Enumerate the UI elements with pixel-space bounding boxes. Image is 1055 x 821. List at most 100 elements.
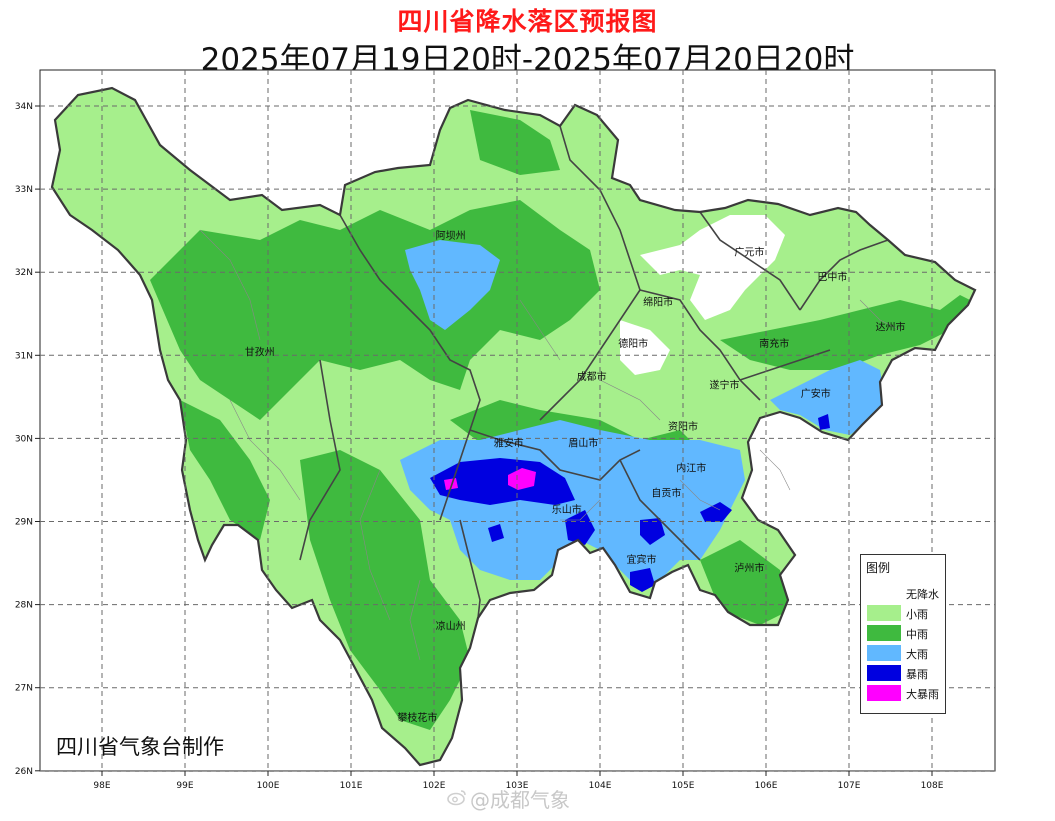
legend-label-heavy: 大雨 xyxy=(906,648,928,661)
legend-swatch-moderate xyxy=(867,625,901,641)
city-label: 攀枝花市 xyxy=(397,711,437,724)
legend-item-light: 小雨 xyxy=(865,605,943,621)
city-boundary-4 xyxy=(639,289,761,401)
city-label: 遂宁市 xyxy=(710,379,740,392)
city-boundary-8 xyxy=(619,459,701,561)
city-boundary-10 xyxy=(299,359,341,561)
lon-tick-label: 105E xyxy=(672,781,695,791)
precip-zone-14 xyxy=(640,518,665,545)
county-boundary-5 xyxy=(679,479,721,511)
city-boundary-0 xyxy=(339,214,481,431)
lat-tick-label: 30N xyxy=(15,434,33,444)
county-boundary-4 xyxy=(599,379,661,421)
county-boundary-1 xyxy=(229,399,301,501)
legend-item-heavy-rainstorm: 大暴雨 xyxy=(865,685,943,701)
precip-zone-17 xyxy=(488,524,504,542)
legend-swatch-light xyxy=(867,605,901,621)
producer-label: 四川省气象台制作 xyxy=(56,735,224,759)
legend-item-moderate: 中雨 xyxy=(865,625,943,641)
city-label: 自贡市 xyxy=(651,487,681,500)
legend-label-moderate: 中雨 xyxy=(906,628,928,641)
precip-zone-16 xyxy=(630,568,655,592)
legend-swatch-heavy xyxy=(867,645,901,661)
lat-tick-label: 32N xyxy=(15,268,33,278)
lon-tick-label: 100E xyxy=(257,781,280,791)
lat-tick-label: 27N xyxy=(15,684,33,694)
city-label: 成都市 xyxy=(577,370,607,383)
lon-tick-label: 104E xyxy=(589,781,612,791)
lat-tick-label: 31N xyxy=(15,351,33,361)
county-boundary-9 xyxy=(759,449,791,491)
lat-tick-label: 29N xyxy=(15,518,33,528)
city-label: 眉山市 xyxy=(568,437,598,450)
city-boundary-11 xyxy=(439,429,471,521)
city-label: 南充市 xyxy=(759,337,789,350)
precip-zone-18 xyxy=(818,414,830,430)
lon-tick-label: 107E xyxy=(838,781,861,791)
legend-item-rainstorm: 暴雨 xyxy=(865,665,943,681)
city-label: 凉山州 xyxy=(436,620,466,633)
city-label: 资阳市 xyxy=(668,420,698,433)
lat-lon-grid xyxy=(40,70,995,772)
precip-zone-15 xyxy=(700,502,732,522)
lat-tick-label: 26N xyxy=(15,767,33,777)
legend-label-heavy-rainstorm: 大暴雨 xyxy=(906,688,939,701)
legend-swatch-none xyxy=(867,585,901,601)
county-boundary-7 xyxy=(409,579,421,661)
lat-tick-label: 33N xyxy=(15,185,33,195)
legend-swatch-heavy-rainstorm xyxy=(867,685,901,701)
city-label: 乐山市 xyxy=(552,503,582,516)
lon-tick-label: 101E xyxy=(340,781,363,791)
lon-tick-label: 103E xyxy=(506,781,529,791)
precip-zone-8 xyxy=(620,320,670,375)
map-title: 四川省降水落区预报图 xyxy=(397,7,658,36)
precip-zone-2 xyxy=(300,450,470,730)
sichuan-province xyxy=(50,86,977,767)
city-label: 阿坝州 xyxy=(436,230,466,242)
county-boundary-0 xyxy=(199,229,261,341)
precip-zone-1 xyxy=(180,400,270,540)
city-label: 甘孜州 xyxy=(245,345,275,358)
lon-tick-label: 98E xyxy=(93,781,110,791)
legend-label-rainstorm: 暴雨 xyxy=(906,668,928,681)
city-label: 德阳市 xyxy=(618,337,648,350)
county-boundaries xyxy=(199,229,901,661)
lon-tick-label: 106E xyxy=(755,781,778,791)
city-label: 巴中市 xyxy=(817,271,847,284)
city-label: 内江市 xyxy=(676,462,706,475)
precip-zone-9 xyxy=(405,240,500,330)
city-boundaries xyxy=(299,125,889,619)
precip-zone-12 xyxy=(430,458,575,505)
lon-tick-label: 102E xyxy=(423,781,446,791)
precip-zone-7 xyxy=(640,215,785,320)
legend: 图例 无降水 小雨 中雨 大雨 暴雨 大暴雨 xyxy=(860,554,946,714)
county-boundary-3 xyxy=(519,299,561,361)
legend-title: 图例 xyxy=(866,561,891,575)
city-label: 雅安市 xyxy=(494,437,524,450)
lat-tick-label: 28N xyxy=(15,601,33,611)
city-boundary-3 xyxy=(539,289,641,421)
city-label: 广元市 xyxy=(734,246,764,259)
legend-item-heavy: 大雨 xyxy=(865,645,943,661)
city-label: 宜宾市 xyxy=(627,553,657,566)
city-label: 泸州市 xyxy=(734,561,764,574)
city-boundary-2 xyxy=(559,125,641,291)
precipitation-zones xyxy=(150,110,970,730)
legend-label-light: 小雨 xyxy=(906,608,928,621)
legend-label-none: 无降水 xyxy=(906,588,939,601)
county-boundary-6 xyxy=(859,299,901,331)
precip-zone-5 xyxy=(720,295,970,370)
legend-swatch-rainstorm xyxy=(867,665,901,681)
lat-tick-label: 34N xyxy=(15,102,33,112)
county-boundary-8 xyxy=(560,499,601,521)
county-boundary-2 xyxy=(359,469,391,621)
city-label: 绵阳市 xyxy=(643,295,673,308)
legend-item-none: 无降水 xyxy=(865,585,943,601)
city-boundary-6 xyxy=(799,239,889,311)
precip-zone-13 xyxy=(565,510,595,545)
city-boundary-9 xyxy=(459,519,481,619)
precip-zone-11 xyxy=(770,360,885,435)
lon-tick-label: 99E xyxy=(176,781,193,791)
